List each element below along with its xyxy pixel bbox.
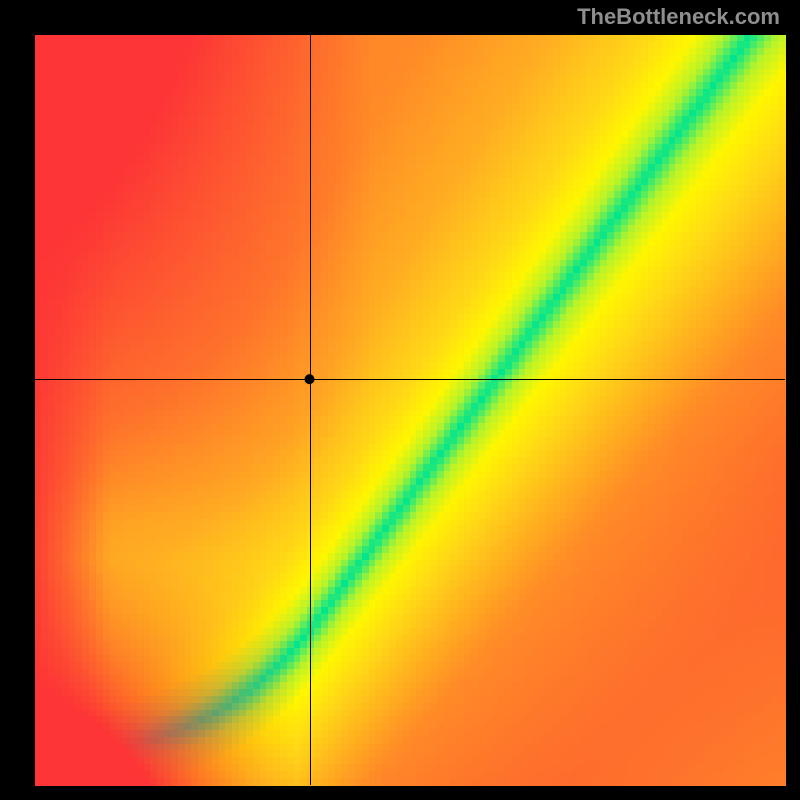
root-container: { "watermark": { "text": "TheBottleneck.… bbox=[0, 0, 800, 800]
bottleneck-heatmap bbox=[0, 0, 800, 800]
watermark-text: TheBottleneck.com bbox=[577, 4, 780, 30]
